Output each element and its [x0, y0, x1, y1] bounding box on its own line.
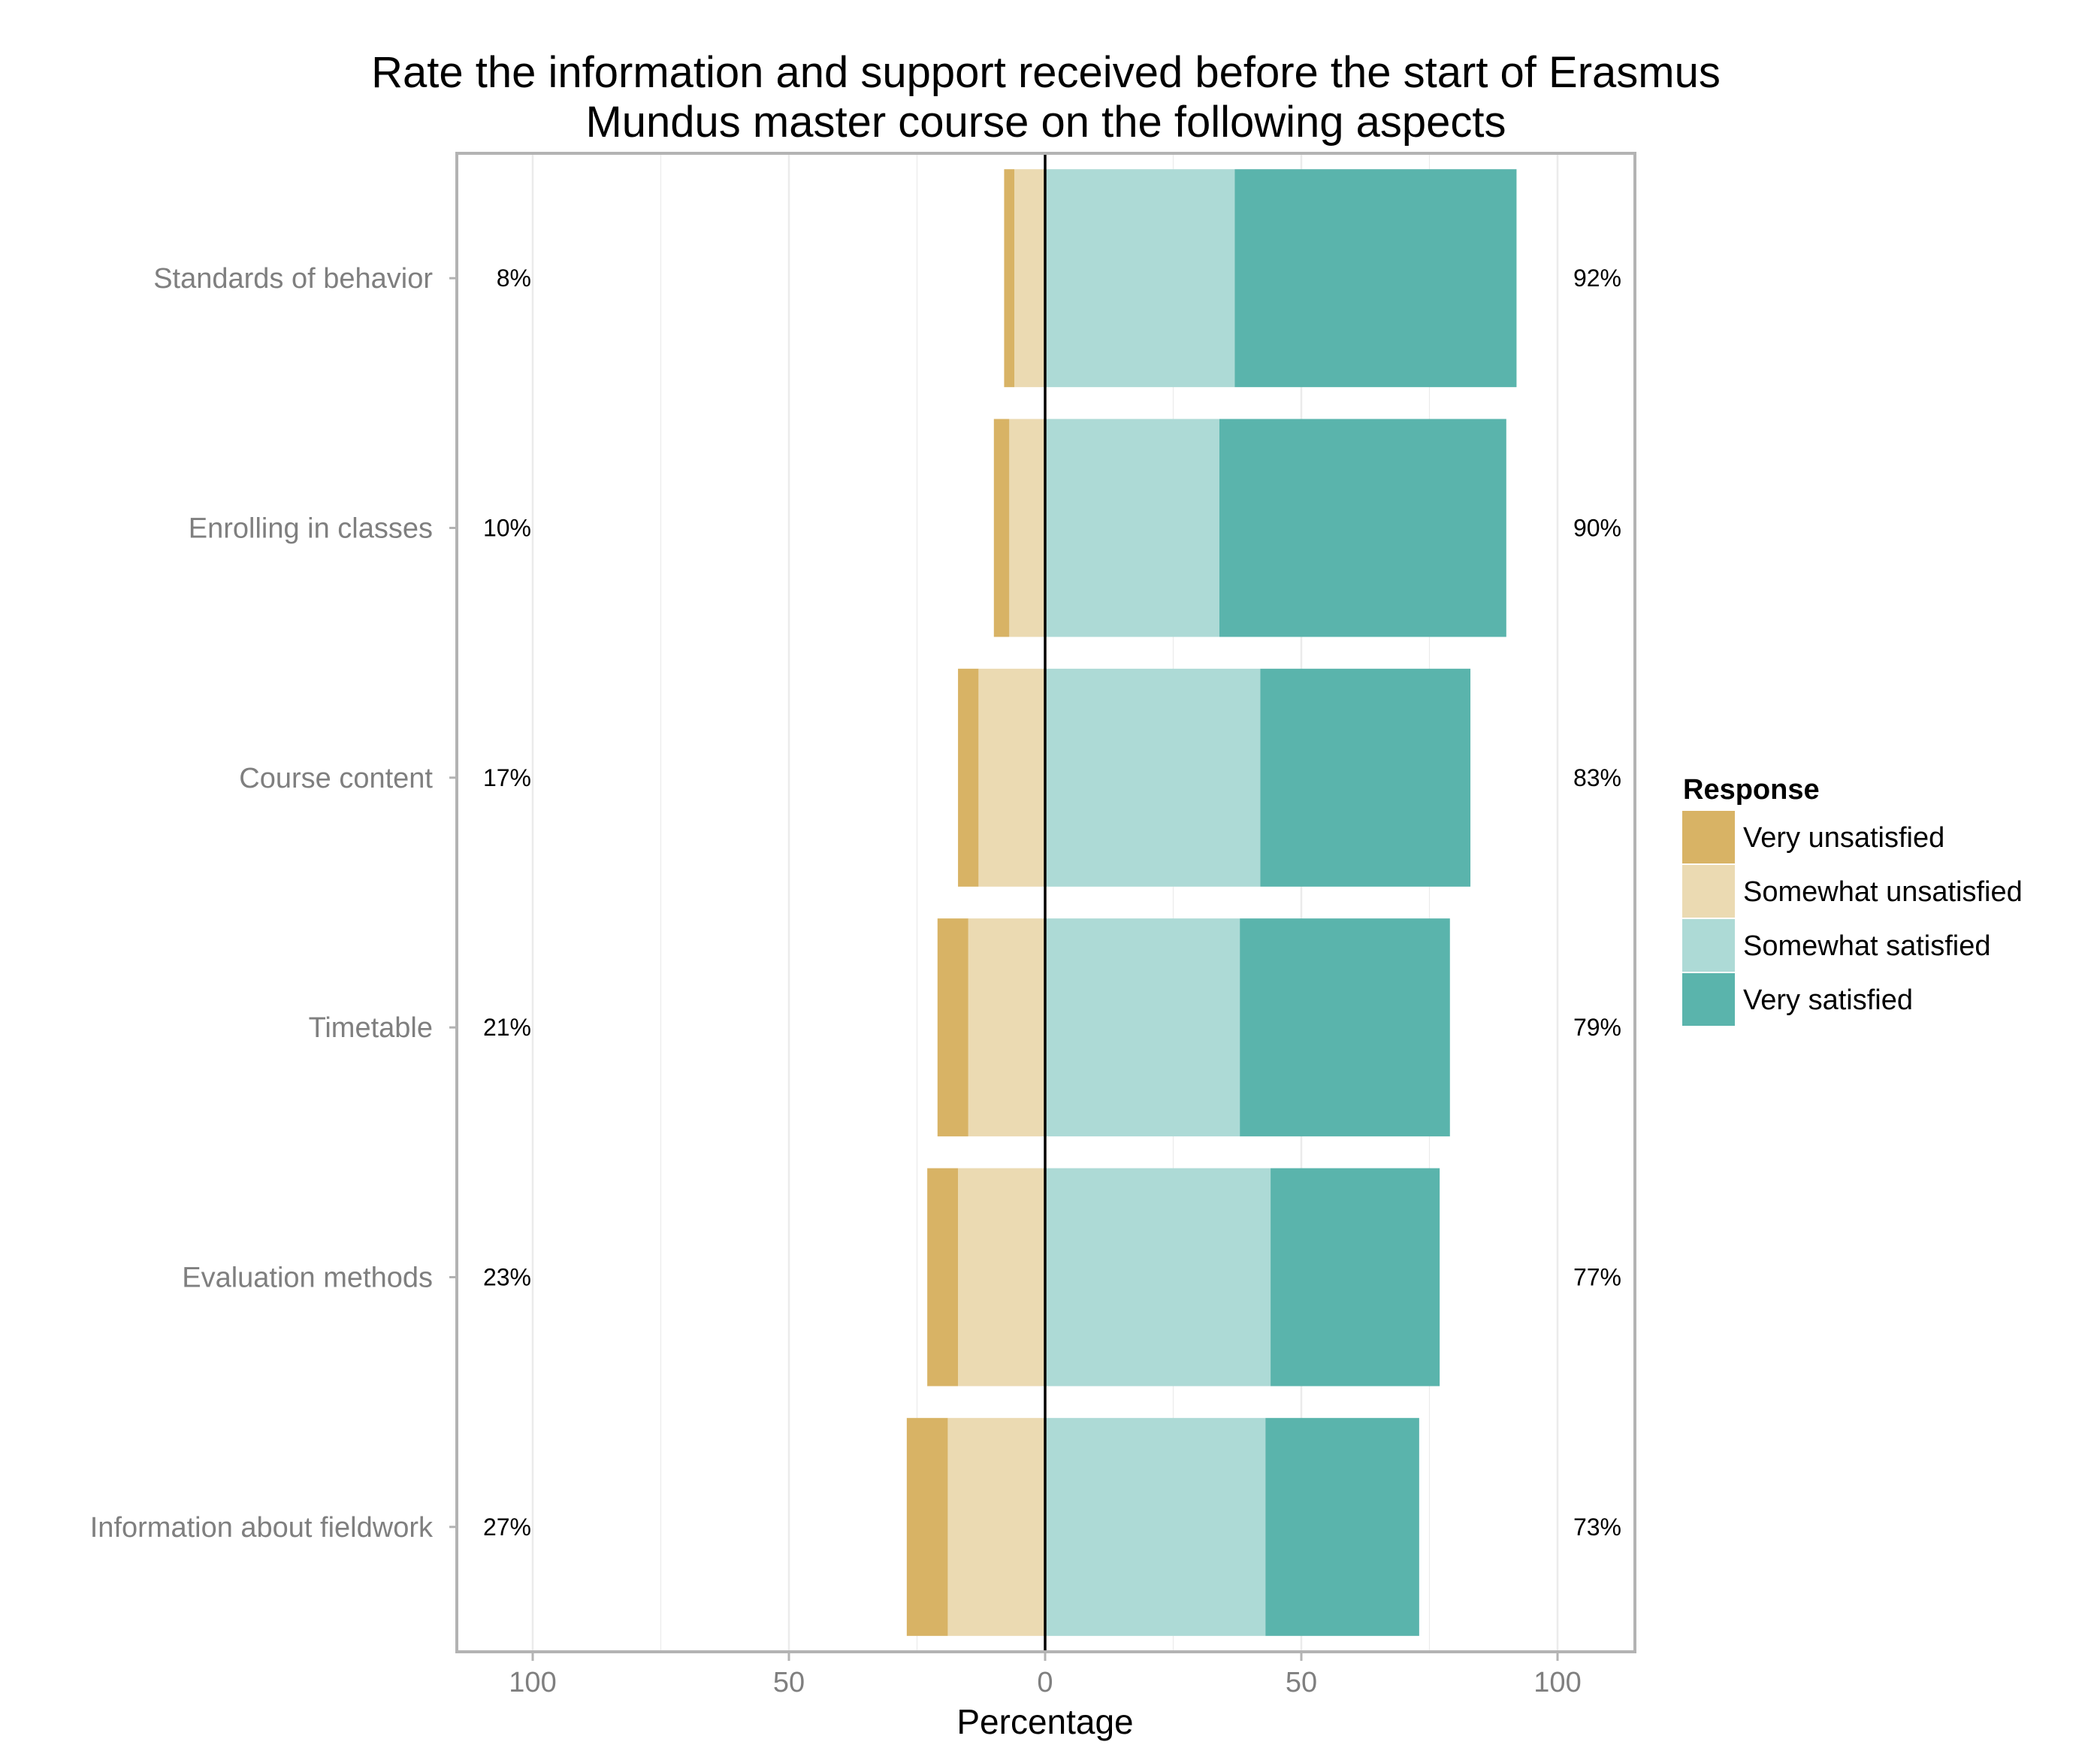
bar-segment: [993, 419, 1010, 637]
left-total-label: 21%: [483, 1014, 531, 1041]
legend: Response Very unsatisfied Somewhat unsati…: [1681, 774, 2023, 1027]
bar-segment: [958, 668, 979, 887]
legend-key: [1681, 809, 1736, 865]
bar-segment: [1045, 668, 1261, 887]
bar-segment: [1234, 169, 1517, 388]
legend-key: [1681, 918, 1736, 973]
bar-segment: [1004, 169, 1015, 388]
bar-segment: [1240, 918, 1450, 1137]
chart-title-line-2: Mundus master course on the following as…: [585, 98, 1506, 147]
bar-segment: [927, 1168, 959, 1387]
bar-segment: [937, 918, 968, 1137]
bar-segment: [958, 1168, 1045, 1387]
plot-area: Standards of behavior 8% 92% Enrolling in c…: [90, 152, 1636, 1698]
legend-label: Very satisfied: [1743, 984, 1913, 1016]
bar-segment: [906, 1417, 948, 1636]
legend-key: [1681, 972, 1736, 1027]
bar-segment: [1045, 169, 1235, 388]
category-label: Enrolling in classes: [189, 513, 433, 545]
legend-label: Somewhat satisfied: [1743, 930, 1991, 962]
category-label: Evaluation methods: [182, 1263, 433, 1294]
bar-segment: [978, 668, 1045, 887]
bar-segment: [1045, 918, 1240, 1137]
right-total-label: 79%: [1573, 1014, 1621, 1041]
x-tick-label: 50: [1286, 1667, 1317, 1698]
right-total-label: 77%: [1573, 1264, 1621, 1291]
bar-segment: [1045, 419, 1219, 637]
bar-segment: [1009, 419, 1045, 637]
bar-segment: [1260, 668, 1471, 887]
legend-key: [1681, 863, 1736, 919]
bar-segment: [968, 918, 1045, 1137]
right-total-label: 73%: [1573, 1514, 1621, 1541]
bar-segment: [1271, 1168, 1440, 1387]
x-tick-label: 0: [1037, 1667, 1053, 1698]
right-total-label: 92%: [1573, 265, 1621, 292]
bar-segment: [947, 1417, 1045, 1636]
left-total-label: 27%: [483, 1514, 531, 1541]
legend-label: Somewhat unsatisfied: [1743, 876, 2023, 908]
bar-segment: [1219, 419, 1506, 637]
x-axis-title: Percentage: [956, 1702, 1133, 1741]
legend-title: Response: [1683, 774, 1820, 806]
right-total-label: 90%: [1573, 515, 1621, 542]
right-total-label: 83%: [1573, 764, 1621, 791]
left-total-label: 23%: [483, 1264, 531, 1291]
bar-segment: [1045, 1168, 1271, 1387]
x-tick-label: 100: [509, 1667, 556, 1698]
category-label: Information about fieldwork: [90, 1512, 434, 1544]
bar-segment: [1265, 1417, 1419, 1636]
x-tick-label: 50: [773, 1667, 805, 1698]
bar-segment: [1014, 169, 1045, 388]
x-tick-label: 100: [1533, 1667, 1581, 1698]
category-label: Course content: [239, 763, 433, 794]
category-label: Standards of behavior: [153, 263, 433, 295]
left-total-label: 10%: [483, 515, 531, 542]
legend-label: Very unsatisfied: [1743, 822, 1944, 854]
left-total-label: 8%: [497, 265, 531, 292]
chart-title-line-1: Rate the information and support receive…: [371, 48, 1721, 97]
category-label: Timetable: [309, 1012, 433, 1044]
bar-segment: [1045, 1417, 1266, 1636]
left-total-label: 17%: [483, 764, 531, 791]
